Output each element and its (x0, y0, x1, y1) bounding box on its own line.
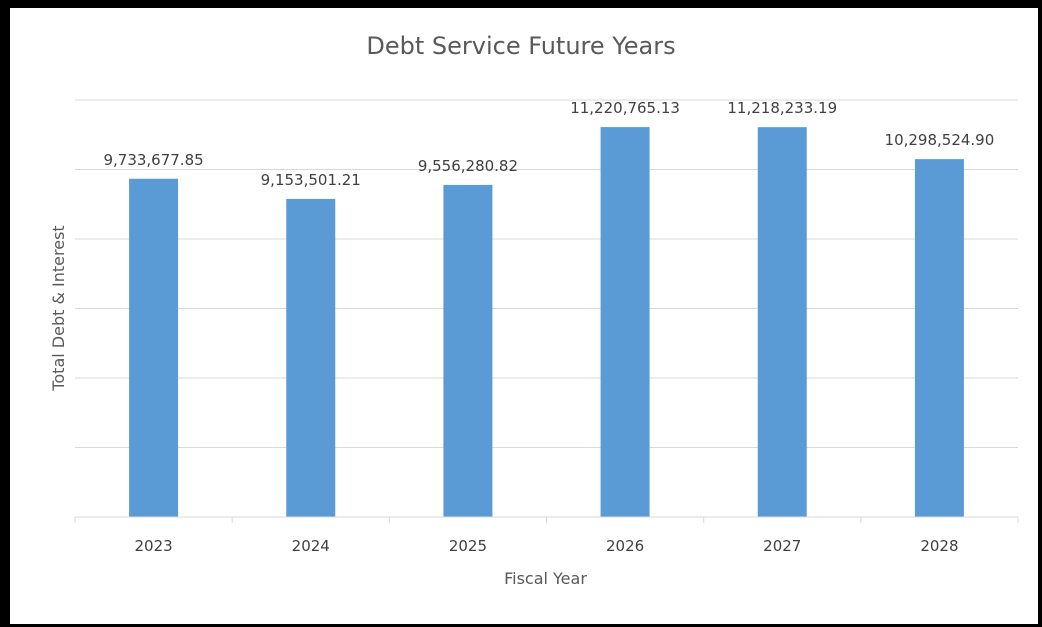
data-label-2027: 11,218,233.19 (727, 99, 837, 117)
x-tick-label-2027: 2027 (763, 537, 801, 555)
x-axis: 2023 2024 2025 2026 2027 2028 (74, 516, 1019, 555)
data-label-2024: 9,153,501.21 (261, 171, 361, 189)
bar-2025 (443, 184, 493, 517)
x-tick-label-2024: 2024 (292, 537, 330, 555)
y-axis-title: Total Debt & Interest (49, 225, 68, 391)
x-tick-label-2028: 2028 (920, 537, 958, 555)
bar-2023 (129, 178, 179, 517)
x-axis-title: Fiscal Year (504, 569, 587, 588)
x-tick-label-2023: 2023 (134, 537, 172, 555)
x-tick-label-2025: 2025 (449, 537, 487, 555)
chart-title: Debt Service Future Years (366, 32, 676, 60)
data-labels: 9,733,677.85 9,153,501.21 9,556,280.82 11,2… (103, 99, 994, 189)
data-label-2026: 11,220,765.13 (570, 99, 680, 117)
data-label-2023: 9,733,677.85 (103, 151, 203, 169)
data-label-2028: 10,298,524.90 (885, 131, 995, 149)
bar-2024 (286, 198, 336, 517)
bars (129, 127, 964, 518)
bar-2026 (600, 127, 650, 517)
data-label-2025: 9,556,280.82 (418, 157, 518, 175)
bar-2027 (757, 127, 807, 518)
x-tick-label-2026: 2026 (606, 537, 644, 555)
bar-2028 (914, 159, 964, 517)
gridlines (75, 99, 1018, 448)
